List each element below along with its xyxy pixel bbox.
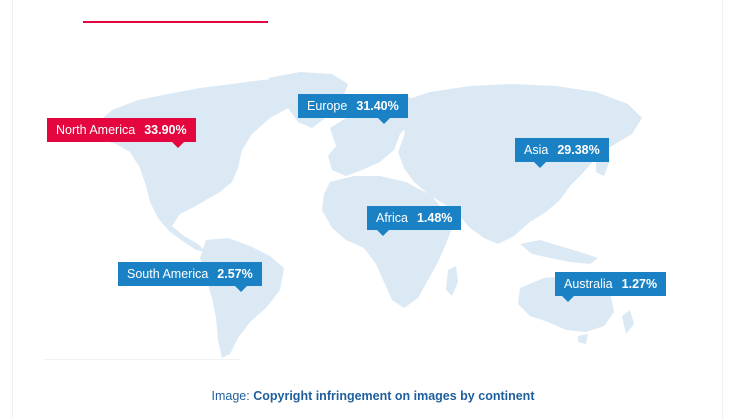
region-share: 33.90%: [144, 123, 187, 137]
image-caption: Image: Copyright infringement on images …: [0, 389, 746, 403]
frame-right-edge: [722, 0, 723, 419]
region-share: 2.57%: [217, 267, 253, 281]
region-name: North America: [56, 123, 136, 137]
region-share: 29.38%: [557, 143, 600, 157]
region-name: South America: [127, 267, 209, 281]
label-europe: Europe 31.40%: [298, 94, 408, 124]
tasmania-landmass: [578, 334, 588, 344]
caption-prefix: Image:: [211, 389, 250, 403]
region-name: Europe: [307, 99, 348, 113]
madagascar-landmass: [446, 266, 458, 296]
label-north-america: North America 33.90%: [47, 118, 196, 148]
south-america-landmass: [200, 238, 284, 358]
region-share: 1.27%: [621, 277, 658, 291]
label-asia: Asia 29.38%: [515, 138, 609, 168]
divider-line: [44, 359, 240, 360]
label-australia: Australia 1.27%: [555, 272, 667, 302]
caption-link[interactable]: Copyright infringement on images by cont…: [253, 389, 535, 403]
region-name: Africa: [376, 211, 408, 225]
new-zealand-landmass: [622, 310, 634, 334]
label-africa: Africa 1.48%: [367, 206, 462, 236]
label-south-america: South America 2.57%: [118, 262, 262, 292]
region-name: Asia: [524, 143, 549, 157]
southeast-asia-islands: [520, 240, 598, 264]
region-name: Australia: [564, 277, 613, 291]
region-share: 31.40%: [356, 99, 399, 113]
asia-landmass: [398, 84, 642, 244]
accent-underline: [83, 21, 268, 23]
frame-left-edge: [12, 0, 13, 419]
region-share: 1.48%: [416, 211, 453, 225]
